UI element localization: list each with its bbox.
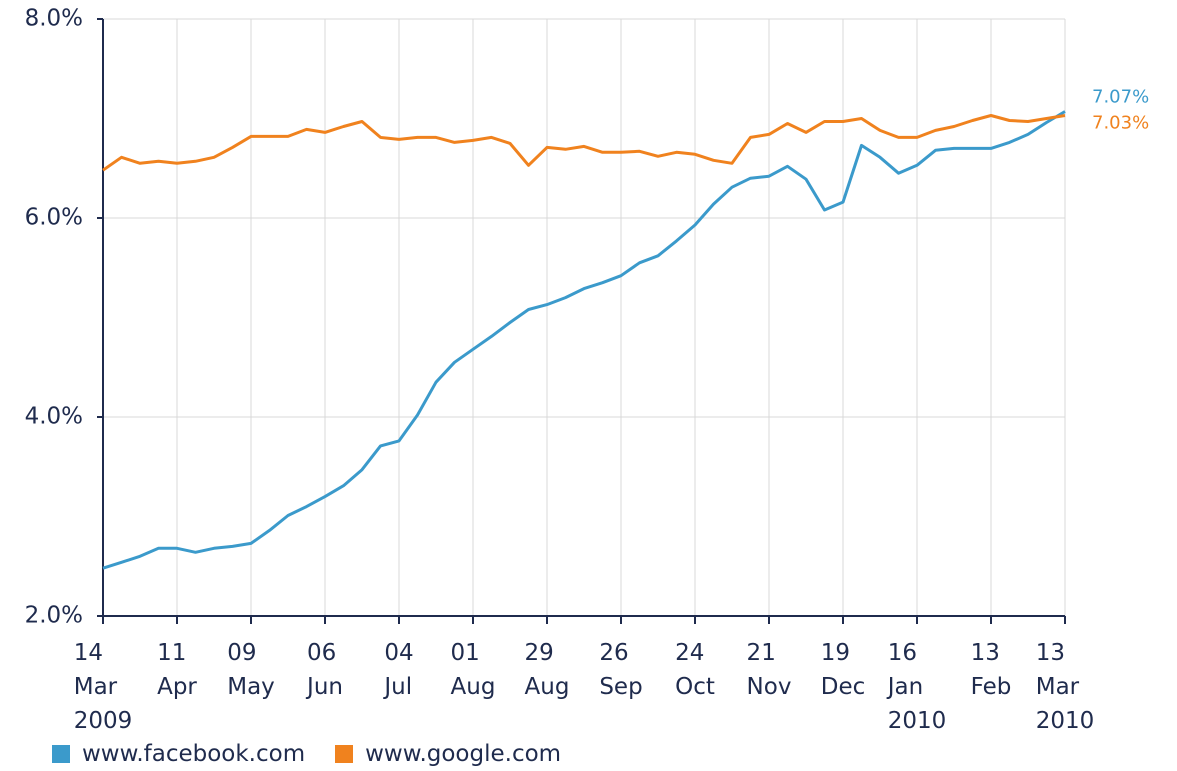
x-tick-label: 24 Oct (675, 640, 715, 700)
legend-label: www.facebook.com (82, 741, 306, 767)
x-tick-label: 26 Sep (599, 640, 643, 700)
line-series (102, 114, 1066, 172)
legend-item: www.facebook.com (52, 738, 305, 770)
x-tick-label: 16 Jan 2010 (887, 640, 947, 734)
x-tick-label: 06 Jun (307, 640, 343, 700)
value-label: 7.03% (1092, 113, 1149, 134)
x-tick-label: 13 Feb (970, 640, 1012, 700)
x-tick-label: 29 Aug (524, 640, 570, 700)
y-tick-label: 2.0% (25, 603, 83, 629)
legend-swatch (52, 745, 70, 763)
x-tick-label: 09 May (227, 640, 275, 700)
y-tick-label: 8.0% (25, 6, 83, 32)
x-tick-label: 01 Aug (450, 640, 496, 700)
y-tick-label: 6.0% (25, 205, 83, 231)
line-series (102, 110, 1066, 570)
x-tick-label: 04 Jul (384, 640, 414, 700)
y-tick-label: 4.0% (25, 404, 83, 430)
x-tick-label: 19 Dec (820, 640, 866, 700)
x-tick-label: 11 Apr (157, 640, 197, 700)
x-tick-label: 13 Mar 2010 (1035, 640, 1095, 734)
legend-label: www.google.com (365, 741, 562, 767)
legend-item: www.google.com (335, 738, 561, 770)
x-tick-label: 21 Nov (746, 640, 792, 700)
x-tick-label: 14 Mar 2009 (73, 640, 133, 734)
value-label: 7.07% (1092, 87, 1149, 108)
legend-swatch (335, 745, 354, 763)
